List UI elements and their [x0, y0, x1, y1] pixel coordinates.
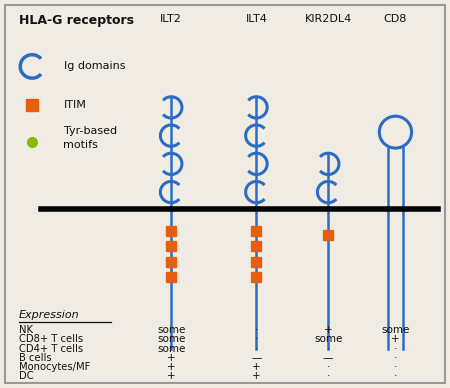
Text: —: — — [251, 353, 261, 363]
Text: ·: · — [327, 362, 330, 372]
Text: KIR2DL4: KIR2DL4 — [305, 14, 352, 24]
Text: +: + — [167, 371, 176, 381]
Text: DC: DC — [18, 371, 33, 381]
Text: ·: · — [255, 325, 258, 335]
Text: ·: · — [255, 334, 258, 345]
Text: +: + — [252, 371, 261, 381]
Text: Ig domains: Ig domains — [63, 61, 125, 71]
Text: ·: · — [394, 353, 397, 363]
Text: ILT4: ILT4 — [245, 14, 267, 24]
Text: Expression: Expression — [18, 310, 79, 320]
Text: NK: NK — [18, 325, 33, 335]
Text: B cells: B cells — [18, 353, 51, 363]
Text: +: + — [324, 325, 333, 335]
Text: —: — — [323, 353, 333, 363]
Text: some: some — [157, 325, 185, 335]
Text: some: some — [157, 334, 185, 345]
Text: ·: · — [394, 362, 397, 372]
Text: CD4+ T cells: CD4+ T cells — [18, 344, 83, 353]
Text: ILT2: ILT2 — [160, 14, 182, 24]
Text: +: + — [391, 334, 400, 345]
Text: HLA-G receptors: HLA-G receptors — [18, 14, 134, 27]
Text: +: + — [252, 362, 261, 372]
Text: ITIM: ITIM — [63, 100, 86, 110]
Text: CD8: CD8 — [384, 14, 407, 24]
Text: ·: · — [327, 371, 330, 381]
Text: ·: · — [327, 344, 330, 353]
Text: some: some — [314, 334, 342, 345]
Text: ·: · — [255, 344, 258, 353]
Text: ·: · — [394, 344, 397, 353]
Text: some: some — [381, 325, 410, 335]
Text: CD8+ T cells: CD8+ T cells — [18, 334, 83, 345]
Text: +: + — [167, 362, 176, 372]
Text: Tyr-based
motifs: Tyr-based motifs — [63, 126, 117, 149]
Text: Monocytes/MF: Monocytes/MF — [18, 362, 90, 372]
Text: some: some — [157, 344, 185, 353]
Text: ·: · — [394, 371, 397, 381]
Text: +: + — [167, 353, 176, 363]
